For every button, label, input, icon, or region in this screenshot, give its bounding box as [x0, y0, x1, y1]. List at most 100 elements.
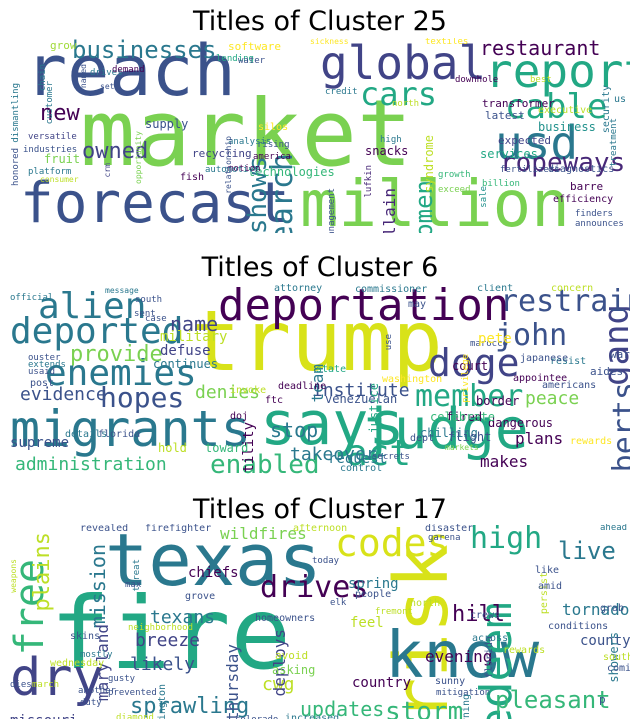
word-announces: announces [575, 219, 624, 229]
word-markets: markets [445, 443, 479, 452]
word-pete: pete [478, 331, 512, 347]
word-avoid: avoid [275, 649, 309, 662]
word-snacks: snacks [365, 144, 409, 158]
word-new: new [40, 101, 80, 126]
word-doj: doj [230, 411, 249, 422]
word-efficiency: efficiency [553, 194, 614, 205]
word-trump: trump [190, 292, 443, 390]
word-demand: demand [112, 65, 145, 75]
word-institute: institute [312, 380, 410, 401]
word-border: border [476, 394, 520, 408]
word-codes: codes [335, 524, 450, 565]
word-fire: fire [50, 575, 291, 692]
word-chiefs: chiefs [188, 565, 239, 581]
word-provide: provide [70, 342, 163, 367]
word-security: security [601, 85, 612, 134]
word-know: know [385, 619, 540, 693]
word-sent: sent [134, 309, 156, 319]
word-billion: billion [482, 179, 520, 189]
word-makes: makes [480, 452, 529, 471]
word-florida: florida [484, 636, 495, 679]
word-chilling: chilling [420, 426, 478, 440]
word-member: member [415, 379, 524, 414]
cluster-6-wordcloud: trump says judge migrants deportation alien de… [10, 284, 630, 474]
word-stop: stop [270, 418, 319, 442]
word-john: john [495, 318, 568, 353]
word-business: business [538, 120, 596, 134]
word-dismantling: dismantling [11, 83, 21, 143]
word-afternoon: afternoon [293, 524, 348, 534]
word-ftc: ftc [265, 395, 284, 406]
word-rewards: rewards [503, 645, 546, 656]
word-neighborhood: neighborhood [128, 623, 194, 633]
word-lufkin: lufkin [364, 165, 374, 198]
word-pleasant: pleasant [495, 686, 611, 714]
word-another: another [78, 686, 116, 696]
word-diagnostics: diagnostics [548, 164, 615, 175]
word-doge: doge [428, 341, 520, 385]
word-executive: executive [538, 105, 593, 116]
word-supreme: supreme [10, 435, 70, 451]
word-versatile: versatile [28, 132, 77, 142]
word-toward: toward [205, 441, 249, 455]
word-silos: silos [258, 122, 289, 133]
word-state: state [316, 364, 347, 375]
word-relationship: relationship [224, 136, 233, 194]
word-downhole: downhole [455, 75, 499, 85]
word-water: water [238, 56, 266, 66]
word-hill: hill [452, 602, 505, 627]
word-breeze: breeze [135, 630, 201, 651]
cluster-17-panel: Titles of Cluster 17 fire texas risk know dr… [0, 480, 640, 725]
word-administration: administration [15, 454, 167, 474]
word-revealed: revealed [80, 524, 129, 534]
word-homeowners: homeowners [255, 613, 316, 624]
word-persist: persist [539, 572, 550, 615]
word-prevented: prevented [108, 688, 157, 698]
word-asking: asking [272, 663, 316, 677]
word-tornado: tornado [562, 600, 630, 619]
word-elk: elk [330, 598, 347, 608]
word-request: request [328, 451, 388, 467]
word-sprawling: sprawling [130, 694, 250, 719]
word-people: people [355, 589, 392, 600]
word-says: says [260, 389, 405, 459]
word-deadline: deadline [278, 381, 327, 392]
word-country: country [352, 675, 412, 691]
word-use: use [384, 334, 394, 351]
word-dies: dies [10, 680, 32, 690]
word-control: control [340, 463, 383, 474]
word-north: north [392, 99, 420, 109]
word-storm: storm [385, 697, 464, 719]
word-restrain: restrain [500, 284, 630, 319]
word-peace: peace [525, 388, 580, 409]
word-drives: drives [260, 570, 369, 605]
word-likely: likely [130, 654, 196, 675]
word-skins: skins [70, 631, 101, 642]
word-court: court [452, 359, 489, 373]
word-act: act [346, 433, 412, 474]
word-coming: coming [607, 663, 630, 674]
word-p: p [599, 693, 606, 706]
word-washington: washington [157, 684, 168, 719]
word-exceed: exceed [438, 185, 471, 195]
word-justice: justice [367, 383, 381, 434]
cluster-25-panel: Titles of Cluster 25 market forecast milli… [0, 0, 640, 240]
word-ouster: ouster [28, 353, 61, 363]
word-sunny: sunny [435, 676, 466, 687]
word-weapons: weapons [10, 559, 18, 593]
word-aides: aides [590, 365, 624, 378]
word-today: today [312, 556, 340, 566]
word-grove: grove [185, 591, 216, 602]
word-credit: credit [325, 87, 358, 97]
word-mission: mission [86, 544, 110, 629]
word-software: software [228, 40, 281, 53]
word-high: high [470, 524, 543, 556]
word-rising: rising [257, 140, 290, 150]
word-takeover: takeover [290, 444, 377, 465]
word-march: march [32, 680, 60, 690]
word-continues: continues [153, 357, 219, 371]
word-celebrate: celebrate [430, 410, 496, 424]
word-texans: texans [150, 607, 216, 628]
word-transformer: transformer [482, 97, 555, 110]
word-rewards: rewards [570, 436, 613, 447]
